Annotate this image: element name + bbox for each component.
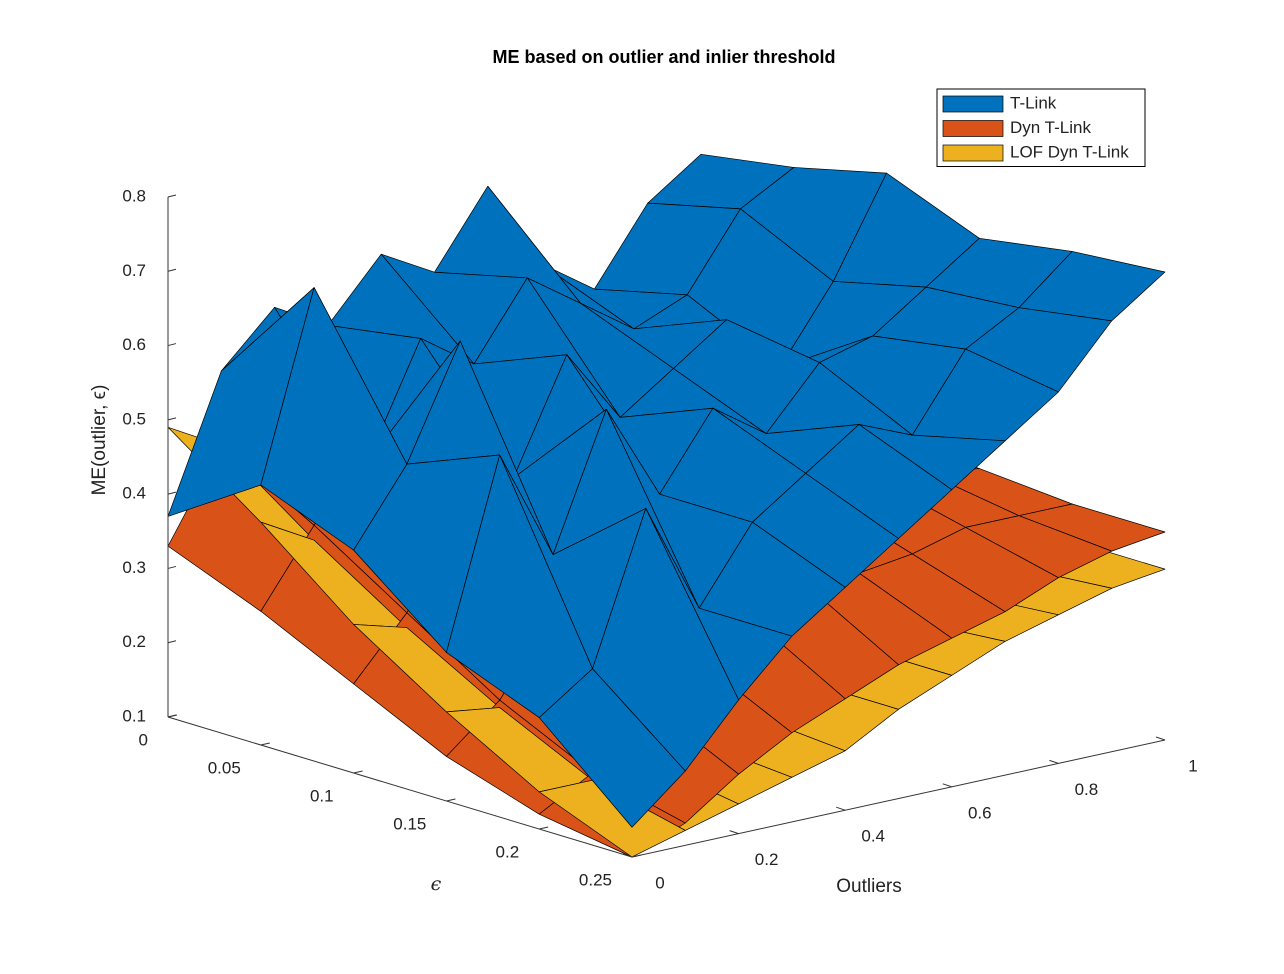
z-tick-label: 0.5 <box>122 409 146 428</box>
z-tick <box>167 565 177 569</box>
surface-cell <box>538 668 686 828</box>
x-tick <box>1155 736 1166 741</box>
x-tick-label: 0 <box>655 873 664 892</box>
z-tick <box>167 417 177 421</box>
z-tick-label: 0.6 <box>122 335 146 354</box>
x-tick-label: 1 <box>1188 756 1197 775</box>
y-tick-label: 0.15 <box>393 814 426 833</box>
legend-swatch <box>942 95 1004 113</box>
y-tick <box>539 826 549 830</box>
y-tick <box>353 770 363 774</box>
y-tick <box>260 742 270 746</box>
legend-label: T-Link <box>1010 93 1057 112</box>
legend-swatch <box>942 144 1004 162</box>
y-tick-label: 0.05 <box>208 758 241 777</box>
x-axis-label: Outliers <box>836 876 901 897</box>
z-tick <box>167 343 177 347</box>
z-tick <box>167 194 177 198</box>
z-tick-label: 0.8 <box>122 186 146 205</box>
y-tick-label: 0 <box>139 730 148 749</box>
axis-line <box>167 716 633 858</box>
surfaces <box>167 153 1166 858</box>
z-tick-label: 0.2 <box>122 632 146 651</box>
legend: T-Link Dyn T-Link LOF Dyn T-Link <box>936 88 1146 167</box>
axes: 0.1 0.2 0.3 0.4 0.5 0.6 0.7 0.8 0 0.05 0.1 0.15 0.2 0… <box>122 186 1197 892</box>
x-tick <box>1049 759 1059 764</box>
y-tick-label: 0.2 <box>496 842 520 861</box>
axis-line <box>631 739 1166 858</box>
x-tick-label: 0.4 <box>861 827 885 846</box>
z-tick <box>167 268 177 272</box>
legend-swatch <box>942 120 1004 137</box>
y-tick-label: 0.25 <box>579 870 612 889</box>
z-tick <box>167 491 177 495</box>
z-axis-label: ME(outlier, ϵ) <box>89 385 110 496</box>
z-tick-label: 0.1 <box>122 706 146 725</box>
x-tick-label: 0.2 <box>755 850 779 869</box>
z-tick-label: 0.4 <box>122 484 146 503</box>
chart-title: ME based on outlier and inlier threshold <box>492 47 835 67</box>
y-tick <box>167 714 178 718</box>
surface-cell <box>538 779 686 858</box>
x-tick <box>836 806 846 811</box>
legend-label: Dyn T-Link <box>1010 118 1091 137</box>
y-tick <box>631 854 642 858</box>
x-tick-label: 0.8 <box>1075 780 1099 799</box>
x-tick <box>622 853 633 858</box>
x-tick <box>942 783 952 788</box>
z-tick-label: 0.3 <box>122 558 146 577</box>
z-tick <box>167 640 177 644</box>
y-axis-label: ϵ <box>431 873 442 895</box>
legend-label: LOF Dyn T-Link <box>1010 142 1129 161</box>
z-tick-label: 0.7 <box>122 261 146 280</box>
y-tick <box>446 798 456 802</box>
y-tick-label: 0.1 <box>310 786 334 805</box>
x-tick <box>729 830 739 835</box>
x-tick-label: 0.6 <box>968 803 992 822</box>
